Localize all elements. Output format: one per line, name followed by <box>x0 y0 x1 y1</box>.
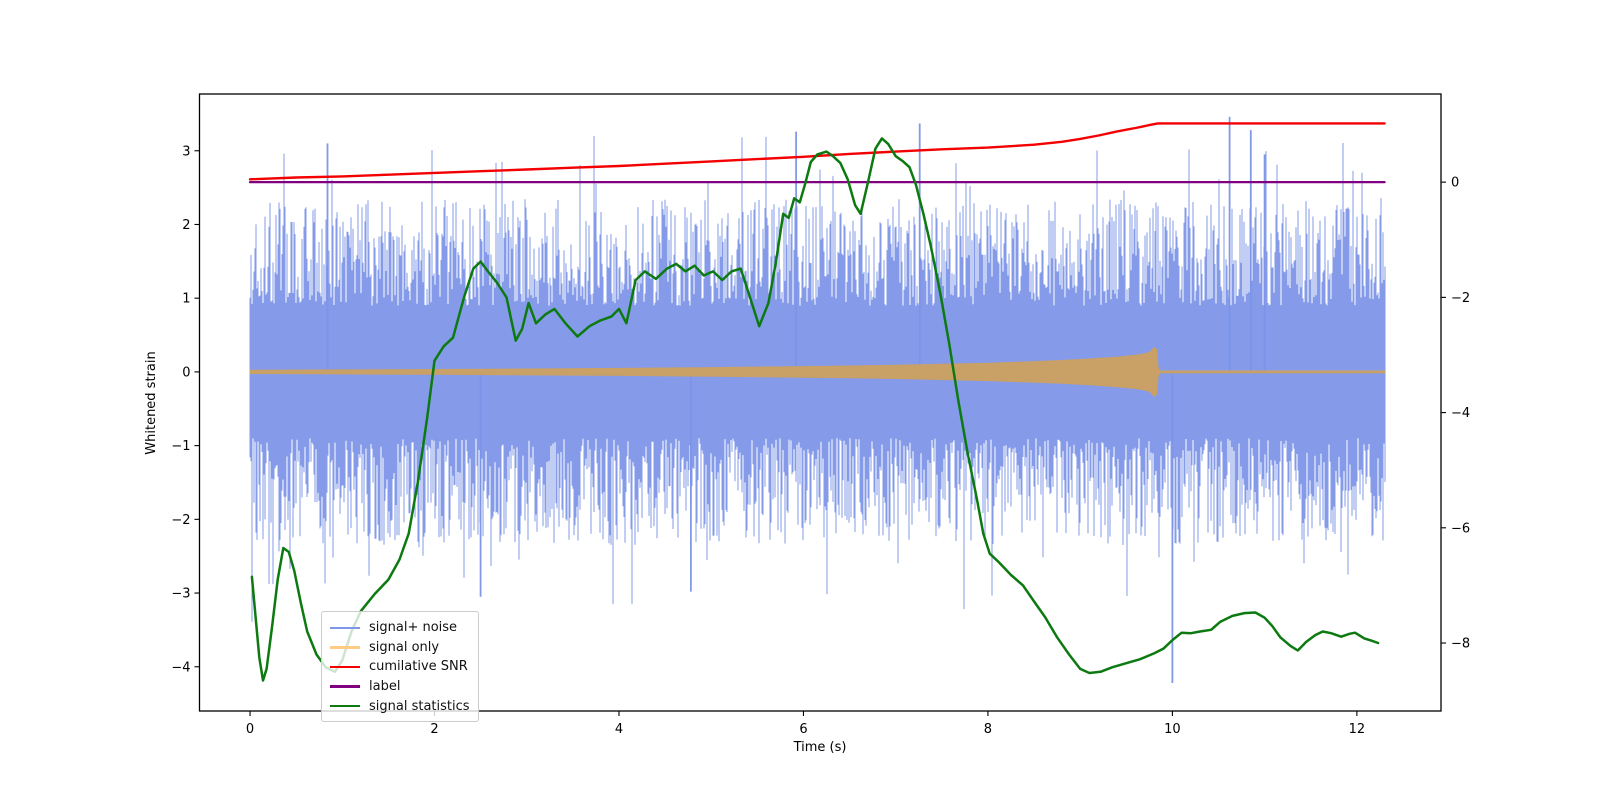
signal-series <box>249 346 1386 397</box>
left-y-tick-label: 0 <box>182 365 190 380</box>
left-y-tick-label: 2 <box>182 218 190 233</box>
x-tick-label: 6 <box>799 722 807 737</box>
legend-label: signal+ noise <box>369 620 458 636</box>
legend-row: signal+ noise <box>330 618 470 638</box>
legend-swatch-line <box>330 646 360 649</box>
legend-row: signal only <box>330 638 470 658</box>
noise-notable-spikes <box>326 116 1266 683</box>
legend-row: cumilative SNR <box>330 657 470 677</box>
x-tick-label: 4 <box>615 722 623 737</box>
left-y-tick-label: −4 <box>171 660 190 675</box>
right-y-tick-label: −8 <box>1451 637 1470 652</box>
y-axis-label: Whitened strain <box>144 351 159 455</box>
legend-swatch-line <box>330 665 360 669</box>
left-y-tick-label: 1 <box>182 292 190 307</box>
legend-label: signal only <box>369 639 440 655</box>
signal-statistics-series <box>250 137 1380 682</box>
noise-series <box>249 135 1386 622</box>
left-y-tick-label: −2 <box>171 513 190 528</box>
x-tick-label: 0 <box>246 722 254 737</box>
legend-row: signal statistics <box>330 696 470 716</box>
x-tick-label: 10 <box>1164 722 1181 737</box>
x-tick-label: 12 <box>1349 722 1366 737</box>
cumulative-snr-series <box>248 122 1386 181</box>
right-y-tick-label: −6 <box>1451 521 1470 536</box>
left-y-tick-label: −1 <box>171 439 190 454</box>
x-tick-label: 2 <box>430 722 438 737</box>
x-axis-label: Time (s) <box>793 740 847 755</box>
x-tick-label: 8 <box>984 722 992 737</box>
left-y-tick-label: 3 <box>182 144 190 159</box>
legend-swatch-line <box>330 685 360 688</box>
legend-swatch-line <box>330 626 360 629</box>
legend-swatch-line <box>330 704 360 708</box>
left-y-tick-label: −3 <box>171 587 190 602</box>
legend-row: label <box>330 677 470 697</box>
right-y-tick-label: −4 <box>1451 406 1470 421</box>
legend-label: cumilative SNR <box>369 659 468 675</box>
plot-frame <box>198 93 1442 712</box>
legend: signal+ noise signal only cumilative SNR la… <box>321 611 479 722</box>
right-y-tick-label: 0 <box>1451 176 1459 191</box>
legend-label: signal statistics <box>369 698 470 714</box>
legend-label: label <box>369 679 401 695</box>
right-y-tick-label: −2 <box>1451 291 1470 306</box>
